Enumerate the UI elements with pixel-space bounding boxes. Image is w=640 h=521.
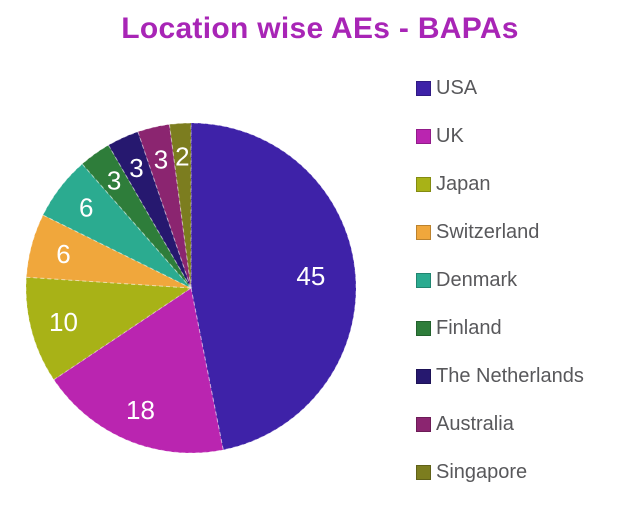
legend-label: The Netherlands [436,364,584,387]
pie-slice-usa[interactable] [190,122,357,451]
slice-value-label: 6 [79,193,93,223]
legend-label: Singapore [436,460,528,483]
legend-label: Switzerland [436,220,540,243]
legend-label: Australia [436,412,514,435]
pie-slice-singapore[interactable] [168,122,192,289]
legend-item-uk: UK [416,124,584,148]
legend-marker [416,224,431,240]
legend-item-singapore: Singapore [416,460,584,484]
slice-value-label: 18 [126,395,155,425]
slice-value-label: 2 [175,141,189,171]
legend-item-the-netherlands: The Netherlands [416,364,584,388]
pie-slice-uk[interactable] [53,287,224,454]
legend-marker [416,368,431,384]
legend-label: Denmark [436,268,518,291]
legend-marker [416,128,431,144]
legend-label: Japan [436,172,491,195]
legend-item-switzerland: Switzerland [416,220,584,244]
legend-item-finland: Finland [416,316,584,340]
legend-item-japan: Japan [416,172,584,196]
legend-marker [416,464,431,480]
slice-value-label: 3 [129,153,143,183]
legend-marker [416,80,431,96]
pie-slice-the-netherlands[interactable] [107,131,192,289]
legend: USA UK Japan Switzerland Denmark Finland… [416,76,584,484]
slice-value-label: 6 [56,239,70,269]
slice-value-label: 10 [49,307,78,337]
legend-marker [416,320,431,336]
slice-value-label: 45 [296,261,325,291]
legend-item-denmark: Denmark [416,268,584,292]
legend-label: Finland [436,316,502,339]
slice-value-label: 3 [107,166,121,196]
chart-title: Location wise AEs - BAPAs [121,12,519,45]
legend-marker [416,416,431,432]
legend-label: USA [436,76,478,99]
pie-slice-denmark[interactable] [42,163,192,289]
legend-item-australia: Australia [416,412,584,436]
slice-value-label: 3 [154,144,168,174]
pie-slice-australia[interactable] [137,123,192,289]
pie-slice-finland[interactable] [81,144,192,289]
legend-item-usa: USA [416,76,584,100]
legend-marker [416,176,431,192]
pie-slice-japan[interactable] [25,276,193,381]
pie-slice-switzerland[interactable] [25,214,192,289]
legend-label: UK [436,124,464,147]
legend-marker [416,272,431,288]
